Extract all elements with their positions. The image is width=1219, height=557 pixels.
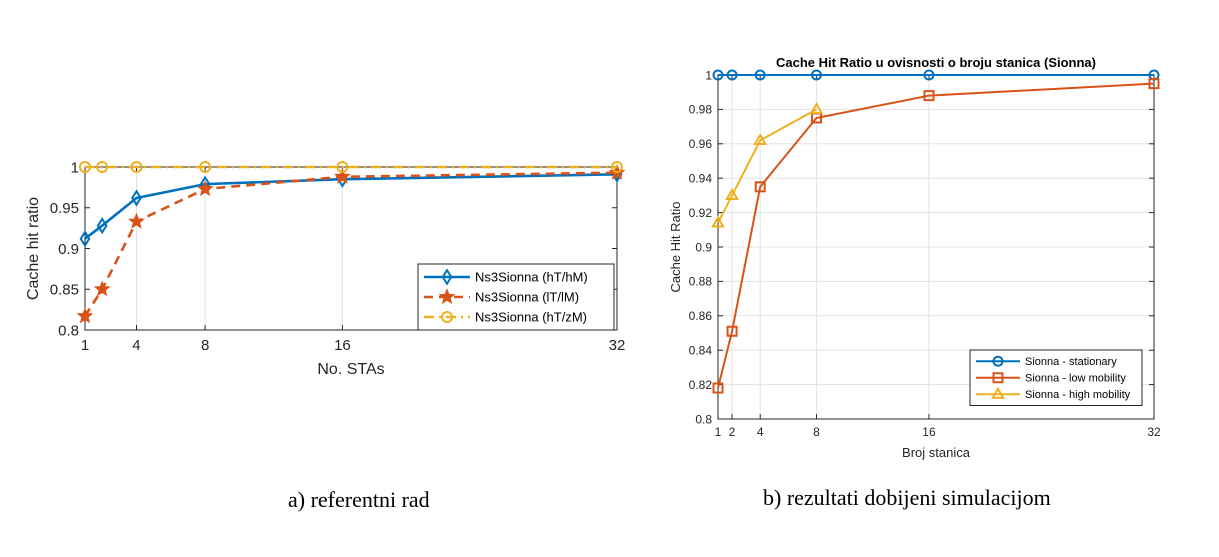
y-axis-label: Cache hit ratio — [25, 197, 42, 300]
x-tick-label: 16 — [334, 337, 351, 354]
y-tick-label: 0.92 — [689, 206, 713, 220]
y-tick-label: 0.96 — [689, 137, 713, 151]
data-point — [726, 69, 738, 81]
legend-label: Sionna - high mobility — [1025, 389, 1131, 401]
data-point — [130, 161, 143, 173]
data-point — [810, 69, 822, 81]
x-tick-label: 16 — [922, 425, 936, 439]
x-tick-label: 8 — [201, 337, 209, 354]
y-tick-label: 0.9 — [58, 241, 79, 258]
x-tick-label: 4 — [132, 337, 140, 354]
x-tick-label: 8 — [813, 425, 820, 439]
data-point — [196, 180, 214, 197]
y-tick-label: 0.84 — [689, 344, 713, 358]
data-point — [923, 90, 935, 102]
legend-marker — [438, 288, 456, 305]
y-tick-label: 0.85 — [50, 282, 79, 299]
series-sionna-stationary — [712, 69, 1160, 81]
data-point — [1148, 78, 1160, 90]
series-line — [717, 82, 1155, 389]
data-point — [712, 382, 724, 394]
y-tick-label: 0.95 — [50, 200, 79, 217]
data-point — [711, 215, 725, 228]
legend-label: Ns3Sionna (hT/hM) — [475, 270, 588, 285]
x-tick-label: 1 — [81, 337, 89, 354]
data-point — [726, 325, 738, 337]
series-sionna-low-mobility — [712, 78, 1160, 394]
legend-label: Sionna - stationary — [1025, 356, 1117, 368]
x-axis-label: No. STAs — [317, 361, 384, 378]
data-point — [96, 161, 109, 173]
y-tick-label: 1 — [71, 159, 79, 176]
caption-reference: a) referentni rad — [288, 487, 430, 512]
data-point — [131, 189, 142, 207]
legend-marker — [992, 372, 1004, 384]
series-line — [717, 108, 817, 224]
x-tick-label: 4 — [757, 425, 764, 439]
y-tick-label: 0.98 — [689, 103, 713, 117]
legend: Ns3Sionna (hT/hM) Ns3Sionna (lT/lM) Ns3Sio… — [417, 263, 615, 331]
series-ns3sionna-ht-zm — [79, 161, 623, 173]
data-point — [333, 167, 351, 184]
legend-label: Ns3Sionna (lT/lM) — [475, 290, 579, 305]
data-point — [93, 280, 111, 297]
legend-label: Ns3Sionna (hT/zM) — [475, 310, 587, 325]
data-point — [76, 307, 94, 324]
x-axis-label: Broj stanica — [902, 445, 971, 460]
data-point — [923, 69, 935, 81]
y-tick-label: 0.9 — [695, 240, 712, 254]
series-ns3sionna-lt-lm — [76, 163, 626, 324]
x-tick-label: 32 — [609, 337, 626, 354]
data-point — [79, 230, 91, 248]
legend: Sionna - stationary Sionna - low mobility… — [969, 349, 1143, 406]
chart-simulation: 1 2 4 8 16 320.80.820.840.860.880.90.920.940.… — [668, 55, 1161, 460]
y-tick-label: 0.8 — [58, 322, 79, 339]
legend-marker — [992, 355, 1004, 367]
legend-marker — [441, 311, 453, 323]
data-point — [336, 161, 349, 173]
data-point — [79, 161, 91, 173]
legend-label: Sionna - low mobility — [1025, 373, 1126, 385]
y-tick-label: 0.86 — [689, 309, 713, 323]
y-tick-label: 0.88 — [689, 275, 713, 289]
x-tick-label: 2 — [729, 425, 736, 439]
data-point — [754, 181, 766, 193]
data-point — [128, 212, 145, 229]
data-point — [712, 69, 724, 81]
data-point — [199, 161, 212, 173]
y-tick-label: 0.8 — [695, 412, 712, 426]
x-tick-label: 32 — [1147, 425, 1161, 439]
data-point — [754, 69, 766, 81]
legend-marker — [441, 268, 453, 286]
legend-marker — [991, 386, 1005, 399]
chart-title: Cache Hit Ratio u ovisnosti o broju stan… — [776, 55, 1096, 70]
y-tick-label: 0.94 — [689, 172, 713, 186]
caption-simulation: b) rezultati dobijeni simulacijom — [763, 485, 1051, 510]
data-point — [725, 187, 739, 200]
y-tick-label: 1 — [705, 68, 712, 82]
chart-reference: 1 4 8 16 32 0.8 0.85 0.9 0.95 1 No. STAs Cache hit … — [25, 159, 626, 378]
data-point — [96, 217, 108, 235]
series-sionna-high-mobility — [711, 101, 824, 228]
y-axis-label: Cache Hit Ratio — [668, 201, 683, 292]
series-line — [83, 171, 618, 317]
data-point — [611, 161, 623, 173]
y-tick-label: 0.82 — [689, 378, 713, 392]
x-tick-label: 1 — [715, 425, 722, 439]
data-point — [753, 132, 768, 145]
data-point — [809, 101, 824, 114]
